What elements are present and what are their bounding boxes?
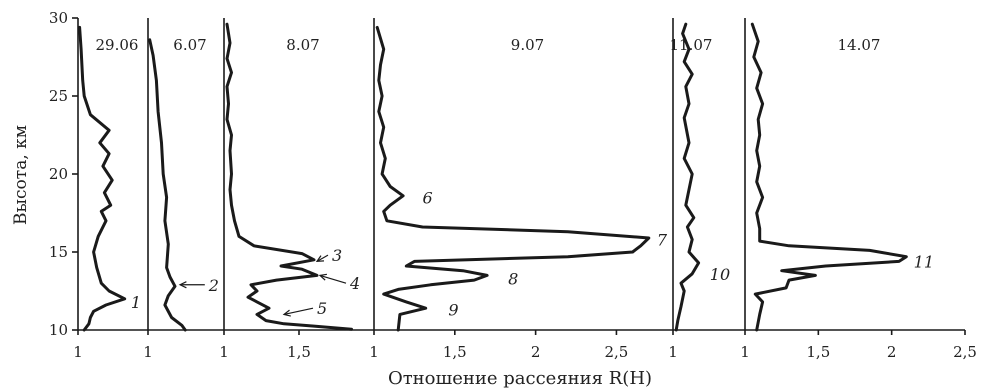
curve-annotation: 1 (131, 293, 141, 312)
x-tick-label: 1 (73, 343, 83, 361)
curve-annotation: 10 (710, 265, 730, 284)
y-tick-label: 20 (49, 165, 68, 183)
y-axis-label: Высота, км (11, 125, 31, 225)
curve-annotation: 6 (422, 188, 432, 207)
x-tick-label: 2 (887, 343, 897, 361)
curve-annotation: 2 (208, 276, 219, 295)
profile-curve (225, 22, 353, 331)
panel-date-label: 11.07 (670, 36, 713, 54)
panel-date-label: 14.07 (838, 36, 881, 54)
panel-2: 8.07 34 5 (223, 18, 374, 331)
x-tick-label: 2 (531, 343, 541, 361)
x-tick-label: 2,5 (953, 343, 977, 361)
y-tick-label: 25 (49, 87, 68, 105)
x-tick-label: 1,5 (806, 343, 830, 361)
y-tick-label: 15 (49, 243, 68, 261)
panel-date-label: 9.07 (511, 36, 544, 54)
y-axis-ticks: 10 15 20 25 30 (49, 9, 78, 339)
panel-date-label: 29.06 (96, 36, 139, 54)
panels: 29.06 1 6.07 2 8.07 34 5 9.07 6 7 8 9 11.07 10 14.07 11 (77, 18, 965, 332)
x-tick-label: 1,5 (287, 343, 311, 361)
x-tick-label: 1 (740, 343, 750, 361)
curve-annotation: 9 (448, 301, 458, 320)
profile-curve (674, 22, 701, 332)
y-tick-label: 10 (49, 321, 68, 339)
panel-3: 9.07 6 7 8 9 (373, 18, 673, 332)
x-axis-ticks: 1 1 1 1,5 1 1,5 2 2,5 1 1 1,5 2 2,5 (73, 330, 977, 361)
panel-date-label: 8.07 (286, 36, 319, 54)
x-tick-label: 2,5 (605, 343, 629, 361)
panel-1: 6.07 2 (147, 18, 224, 332)
y-tick-label: 30 (49, 9, 68, 27)
curve-annotation: 7 (657, 231, 668, 250)
x-tick-label: 1 (143, 343, 153, 361)
profile-curve (78, 25, 127, 332)
curve-annotation: 8 (508, 270, 518, 289)
x-tick-label: 1 (668, 343, 678, 361)
x-tick-label: 1,5 (443, 343, 467, 361)
annotation-arrowhead (178, 281, 187, 289)
profile-curve (148, 38, 187, 332)
annotation-arrowhead (315, 255, 325, 263)
panel-date-label: 6.07 (173, 36, 206, 54)
annotation-arrow (316, 254, 329, 262)
x-tick-label: 1 (369, 343, 379, 361)
profile-curve (375, 25, 651, 332)
curve-annotation: 4 (349, 274, 360, 293)
curve-annotation: 3 (332, 246, 342, 265)
curve-annotation: 11 (914, 252, 934, 271)
annotation-arrowhead (318, 273, 328, 281)
panel-5: 14.07 11 (744, 18, 965, 332)
profile-curve (750, 22, 908, 332)
x-tick-label: 1 (219, 343, 229, 361)
annotation-arrowhead (282, 309, 291, 317)
panel-0: 29.06 1 (77, 18, 148, 332)
annotation-arrow (283, 307, 314, 315)
curve-annotation: 5 (317, 299, 327, 318)
panel-4: 11.07 10 (670, 18, 745, 332)
x-axis-label: Отношение рассеяния R(H) (388, 368, 652, 389)
annotation-arrow (319, 274, 347, 284)
